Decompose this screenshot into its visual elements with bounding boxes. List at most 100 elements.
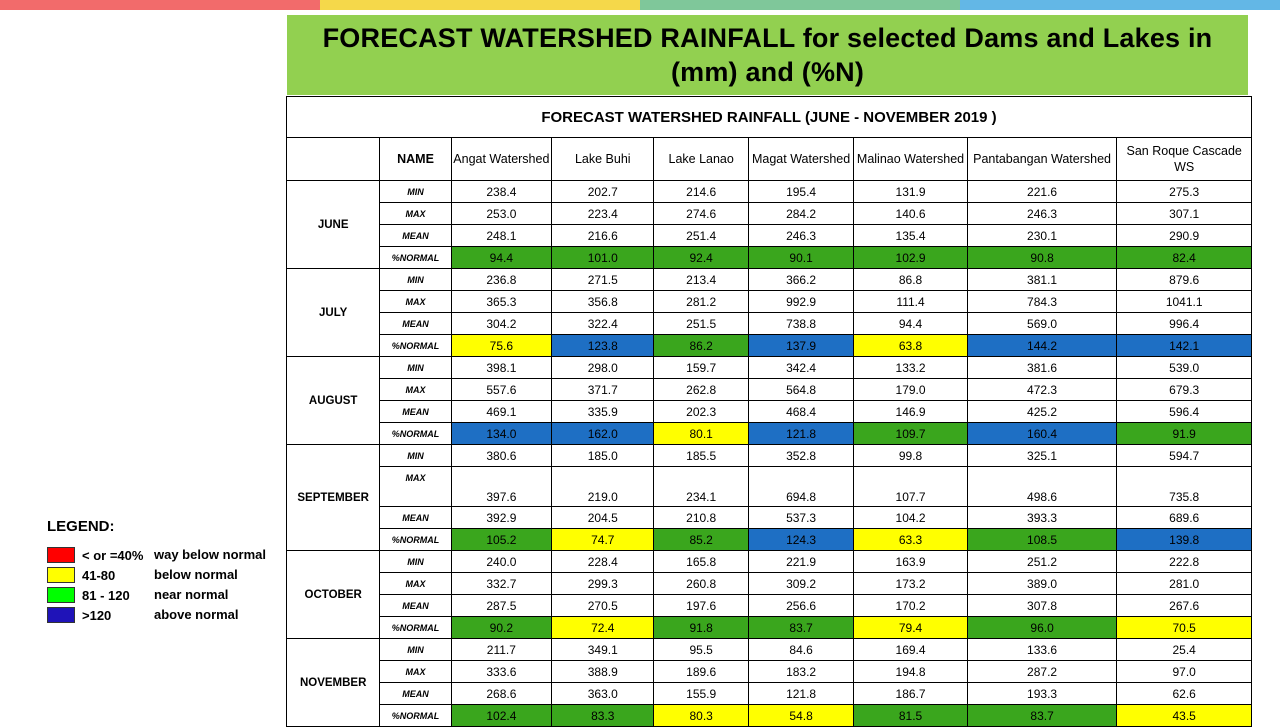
value-cell: 204.5	[551, 506, 655, 529]
percent-normal-cell: 144.2	[966, 334, 1118, 357]
value-cell: 95.5	[653, 638, 749, 661]
percent-normal-cell: 160.4	[966, 422, 1118, 445]
percent-normal-cell: 101.0	[551, 246, 655, 269]
value-cell: 992.9	[747, 290, 855, 313]
value-cell: 253.0	[450, 202, 553, 225]
value-cell: 133.6	[966, 638, 1118, 661]
value-cell: 62.6	[1116, 682, 1252, 705]
value-cell: 349.1	[551, 638, 655, 661]
percent-normal-cell: 80.3	[653, 704, 749, 727]
percent-normal-cell: 82.4	[1116, 246, 1252, 269]
value-cell: 307.1	[1116, 202, 1252, 225]
value-cell: 596.4	[1116, 400, 1252, 423]
table-caption: FORECAST WATERSHED RAINFALL (JUNE - NOVE…	[286, 96, 1252, 138]
value-cell: 104.2	[853, 506, 968, 529]
legend-range: 41-80	[82, 568, 116, 583]
percent-normal-cell: 105.2	[450, 528, 553, 551]
value-cell: 251.2	[966, 550, 1118, 573]
stat-label-cell: MAX	[379, 660, 452, 683]
value-cell: 274.6	[653, 202, 749, 225]
table-row: MEAN 248.1 216.6 251.4 246.3 135.4 230.1 290.9	[287, 224, 1252, 247]
value-cell: 219.0	[551, 466, 655, 507]
value-cell: 230.1	[966, 224, 1118, 247]
slide-title-box: FORECAST WATERSHED RAINFALL for selected…	[287, 15, 1248, 95]
top-color-bar	[0, 0, 1280, 10]
value-cell: 304.2	[450, 312, 553, 335]
value-cell: 472.3	[966, 378, 1118, 401]
percent-normal-cell: 81.5	[853, 704, 968, 727]
value-cell: 267.6	[1116, 594, 1252, 617]
value-cell: 234.1	[653, 466, 749, 507]
stat-label-cell: %NORMAL	[379, 616, 452, 639]
top-bar-segment-green	[640, 0, 960, 10]
value-cell: 371.7	[551, 378, 655, 401]
value-cell: 1041.1	[1116, 290, 1252, 313]
value-cell: 222.8	[1116, 550, 1252, 573]
value-cell: 694.8	[747, 466, 855, 507]
percent-normal-cell: 83.7	[747, 616, 855, 639]
watershed-header: Lake Lanao	[653, 137, 749, 181]
value-cell: 131.9	[853, 180, 968, 203]
percent-normal-cell: 109.7	[853, 422, 968, 445]
percent-normal-cell: 134.0	[450, 422, 553, 445]
value-cell: 228.4	[551, 550, 655, 573]
watershed-header: Magat Watershed	[747, 137, 855, 181]
stat-label-cell: MEAN	[379, 682, 452, 705]
value-cell: 380.6	[450, 444, 553, 467]
value-cell: 159.7	[653, 356, 749, 379]
value-cell: 155.9	[653, 682, 749, 705]
value-cell: 392.9	[450, 506, 553, 529]
value-cell: 94.4	[853, 312, 968, 335]
value-cell: 210.8	[653, 506, 749, 529]
value-cell: 679.3	[1116, 378, 1252, 401]
stat-label-cell: MIN	[379, 638, 452, 661]
legend-range: >120	[82, 608, 112, 623]
value-cell: 365.3	[450, 290, 553, 313]
legend-swatch	[47, 547, 75, 563]
legend-item: >120 above normal	[47, 605, 287, 625]
value-cell: 290.9	[1116, 224, 1252, 247]
header-row: NAME Angat Watershed Lake Buhi Lake Lana…	[285, 137, 1252, 181]
value-cell: 146.9	[853, 400, 968, 423]
table-row: MEAN 392.9 204.5 210.8 537.3 104.2 393.3 689.6	[287, 506, 1252, 529]
percent-normal-cell: 83.7	[966, 704, 1118, 727]
percent-normal-cell: 90.2	[450, 616, 553, 639]
percent-normal-cell: 74.7	[551, 528, 655, 551]
value-cell: 689.6	[1116, 506, 1252, 529]
stat-label-cell: MIN	[379, 356, 452, 379]
stat-label-cell: MIN	[379, 444, 452, 467]
value-cell: 84.6	[747, 638, 855, 661]
value-cell: 335.9	[551, 400, 655, 423]
legend-range: 81 - 120	[82, 588, 130, 603]
value-cell: 133.2	[853, 356, 968, 379]
value-cell: 271.5	[551, 268, 655, 291]
table-row: JUNE MIN 238.4 202.7 214.6 195.4 131.9 221.6 275…	[285, 180, 1252, 269]
stat-label-cell: MIN	[379, 180, 452, 203]
value-cell: 195.4	[747, 180, 855, 203]
value-cell: 165.8	[653, 550, 749, 573]
value-cell: 363.0	[551, 682, 655, 705]
value-cell: 388.9	[551, 660, 655, 683]
percent-normal-cell: 162.0	[551, 422, 655, 445]
table-row: %NORMAL 94.4 101.0 92.4 90.1 102.9 90.8 82.4	[287, 246, 1252, 269]
value-cell: 240.0	[450, 550, 553, 573]
percent-normal-cell: 137.9	[747, 334, 855, 357]
percent-normal-cell: 92.4	[653, 246, 749, 269]
value-cell: 140.6	[853, 202, 968, 225]
value-cell: 251.4	[653, 224, 749, 247]
value-cell: 262.8	[653, 378, 749, 401]
value-cell: 281.2	[653, 290, 749, 313]
value-cell: 270.5	[551, 594, 655, 617]
stat-label-cell: MEAN	[379, 224, 452, 247]
month-cell: JUNE	[285, 180, 381, 269]
legend-description: below normal	[154, 567, 238, 582]
value-cell: 163.9	[853, 550, 968, 573]
value-cell: 256.6	[747, 594, 855, 617]
value-cell: 498.6	[966, 466, 1118, 507]
stat-label-cell: MAX	[379, 572, 452, 595]
table-row: MEAN 287.5 270.5 197.6 256.6 170.2 307.8 267.6	[287, 594, 1252, 617]
rainfall-table: FORECAST WATERSHED RAINFALL (JUNE - NOVE…	[285, 96, 1252, 727]
percent-normal-cell: 96.0	[966, 616, 1118, 639]
value-cell: 307.8	[966, 594, 1118, 617]
value-cell: 381.6	[966, 356, 1118, 379]
